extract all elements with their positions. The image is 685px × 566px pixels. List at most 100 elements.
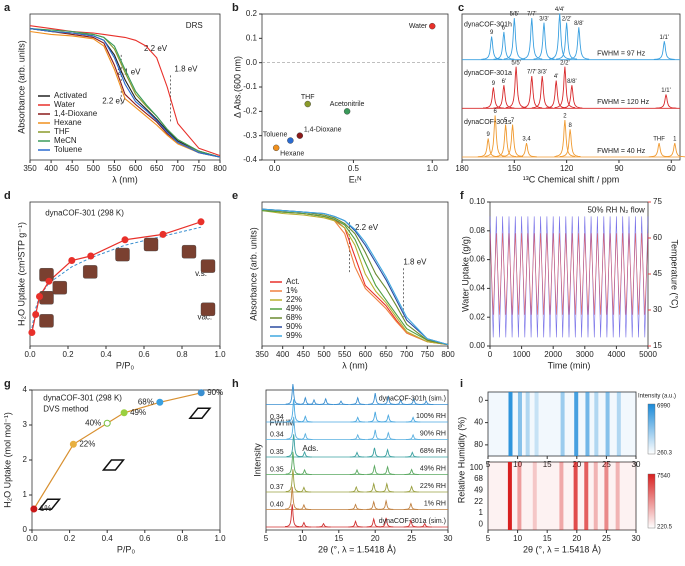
plot-frame — [29, 201, 221, 347]
peak — [417, 522, 432, 528]
y-tick-label: -0.4 — [243, 155, 257, 164]
x-tick-label: 20 — [572, 534, 581, 543]
x-tick-label: 350 — [23, 164, 37, 173]
y-axis-label: Absorbance (arb. units) — [16, 40, 26, 134]
peak-label: 8/8' — [574, 21, 584, 27]
heatmap-stripe — [616, 392, 621, 456]
point-label: 1,4-Dioxane — [304, 127, 342, 134]
trace-name: dynaCOF-301s — [464, 119, 512, 126]
peak — [286, 416, 301, 440]
x-tick-label: 120 — [560, 164, 574, 173]
peak — [378, 499, 394, 510]
heatmap-stripe — [574, 392, 579, 456]
x-tick-label: 5 — [486, 534, 491, 543]
panel-letter: b — [232, 2, 239, 14]
colorbar — [647, 473, 656, 529]
peak-label: 6' — [502, 26, 506, 32]
x-tick-label: 500 — [317, 350, 331, 359]
x-tick-label: 550 — [338, 350, 352, 359]
trace-name: 22% RH — [420, 483, 446, 490]
peak — [393, 398, 408, 405]
isotherm-line — [31, 221, 202, 333]
point-label: 40% — [85, 418, 101, 427]
plot-frame — [261, 201, 449, 347]
heatmap-stripe — [532, 462, 537, 530]
x-tick-label: 0 — [488, 350, 493, 359]
y2-tick-label: 30 — [653, 305, 662, 314]
x-tick-label: 60 — [667, 164, 676, 173]
point-label: 90% — [207, 388, 223, 397]
series-line — [489, 233, 649, 315]
peak-label: 7 — [511, 118, 515, 124]
sample-photo — [52, 281, 67, 295]
peak — [477, 138, 499, 158]
y-tick-label: -0.2 — [243, 106, 257, 115]
peak — [348, 503, 363, 510]
x-tick-label: 150 — [508, 164, 522, 173]
peak — [286, 434, 301, 458]
trace-name: dynaCOF-301a (sim.) — [379, 518, 446, 525]
x-tick-label: 1.0 — [214, 534, 226, 543]
peak — [286, 399, 301, 423]
plot-frame — [487, 391, 637, 457]
legend-label: 1,4-Dioxane — [54, 109, 98, 118]
fwhm-label: FWHM = 120 Hz — [597, 99, 649, 106]
x-axis-label: 2θ (°, λ = 1.5418 Å) — [523, 544, 601, 554]
peak — [368, 411, 383, 423]
peak-label: 3/3' — [539, 16, 549, 22]
heatmap-stripe — [605, 392, 610, 456]
data-point — [197, 218, 205, 226]
peak-label: 2/2' — [562, 16, 572, 22]
peak — [350, 416, 365, 423]
x-tick-label: 4000 — [608, 350, 626, 359]
peak-label: 8 — [568, 123, 572, 129]
x-tick-label: 0.4 — [100, 350, 112, 359]
data-point — [28, 329, 36, 336]
x-tick-label: 90 — [615, 164, 624, 173]
x-tick-label: 1000 — [513, 350, 531, 359]
x-axis-label: Eₜᴺ — [349, 174, 362, 184]
x-tick-label: 10 — [513, 460, 522, 469]
annotation: Ads. — [302, 444, 318, 453]
heatmap-stripe — [573, 462, 578, 530]
y2-tick-label: 15 — [653, 341, 662, 350]
y-tick-label: 22 — [474, 497, 483, 506]
peak — [521, 75, 543, 109]
point-label: 22% — [79, 439, 95, 448]
x-tick-label: 400 — [276, 350, 290, 359]
data-point — [343, 108, 351, 115]
heatmap-stripe — [615, 462, 620, 530]
peak — [297, 468, 312, 475]
data-point — [103, 419, 111, 427]
y-axis-label: Absorbance (arb. units) — [248, 227, 258, 321]
pore-icon — [188, 407, 212, 419]
peak-label: 9 — [486, 132, 490, 138]
y2-tick-label: 60 — [653, 233, 662, 242]
x-tick-label: 3000 — [576, 350, 594, 359]
heatmap-bg — [488, 392, 636, 456]
panel-letter: d — [4, 190, 11, 202]
data-point — [287, 137, 294, 144]
peak — [403, 502, 419, 510]
data-point — [69, 440, 77, 448]
legend-label: Hexane — [54, 118, 82, 127]
peak-label: THF — [653, 137, 665, 143]
plot-frame — [461, 13, 681, 161]
trace-name: 49% RH — [420, 465, 446, 472]
x-tick-label: 15 — [334, 534, 343, 543]
y2-axis-label: Temperature (°C) — [670, 239, 680, 308]
peak — [483, 87, 504, 109]
peak-label: 9 — [492, 81, 496, 87]
peak — [419, 400, 434, 405]
sample-photo — [143, 237, 159, 252]
panel-letter: i — [460, 378, 463, 390]
colorbar-max: 6990 — [657, 404, 671, 410]
y-tick-label: 0 — [479, 519, 484, 528]
peak — [318, 397, 333, 405]
peak — [653, 41, 675, 60]
peak-label: 3/3' — [537, 70, 547, 76]
point-label: 1% — [40, 504, 52, 513]
sample-photo — [115, 247, 130, 262]
peak — [367, 447, 382, 458]
peak-label: 5/5' — [511, 60, 521, 66]
